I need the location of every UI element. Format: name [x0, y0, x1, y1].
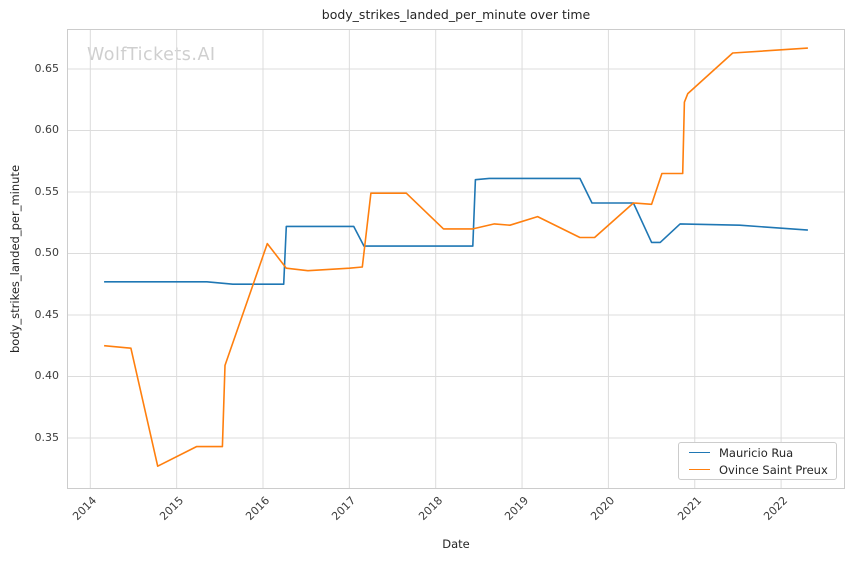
y-tick-label: 0.60 [34, 123, 60, 137]
x-tick-label: 2014 [70, 494, 100, 523]
x-tick-label: 2018 [415, 494, 445, 523]
y-tick-label: 0.50 [34, 246, 60, 260]
series-line-ovince-saint-preux [104, 47, 808, 468]
y-tick-label: 0.55 [34, 184, 60, 198]
legend-item: Ovince Saint Preux [689, 462, 836, 477]
y-tick-label: 0.40 [34, 369, 60, 383]
x-tick-label: 2016 [243, 494, 273, 523]
x-tick-label: 2015 [156, 494, 186, 523]
y-tick-label: 0.35 [34, 430, 60, 444]
legend-label: Mauricio Rua [719, 445, 794, 460]
x-tick-label: 2017 [329, 494, 359, 523]
chart-title: body_strikes_landed_per_minute over time [321, 7, 591, 22]
x-tick-label: 2021 [674, 494, 704, 523]
plot-border [67, 29, 845, 489]
x-tick-label: 2019 [502, 494, 532, 523]
x-tick-label: 2022 [761, 494, 791, 523]
legend-label: Ovince Saint Preux [719, 462, 828, 477]
legend-item: Mauricio Rua [689, 445, 836, 460]
x-tick-label: 2020 [588, 494, 618, 523]
legend-line-swatch-orange [689, 469, 710, 470]
legend: Mauricio Rua Ovince Saint Preux [678, 442, 837, 480]
watermark: WolfTickets.AI [87, 45, 216, 65]
y-tick-label: 0.65 [34, 61, 60, 75]
chart-canvas [67, 29, 845, 489]
x-axis-label: Date [442, 537, 470, 551]
series-line-mauricio-rua [104, 177, 808, 285]
y-tick-label: 0.45 [34, 307, 60, 321]
plot-area: WolfTickets.AI Mauricio Rua Ovince Saint… [67, 29, 845, 489]
legend-line-swatch-blue [689, 452, 710, 453]
